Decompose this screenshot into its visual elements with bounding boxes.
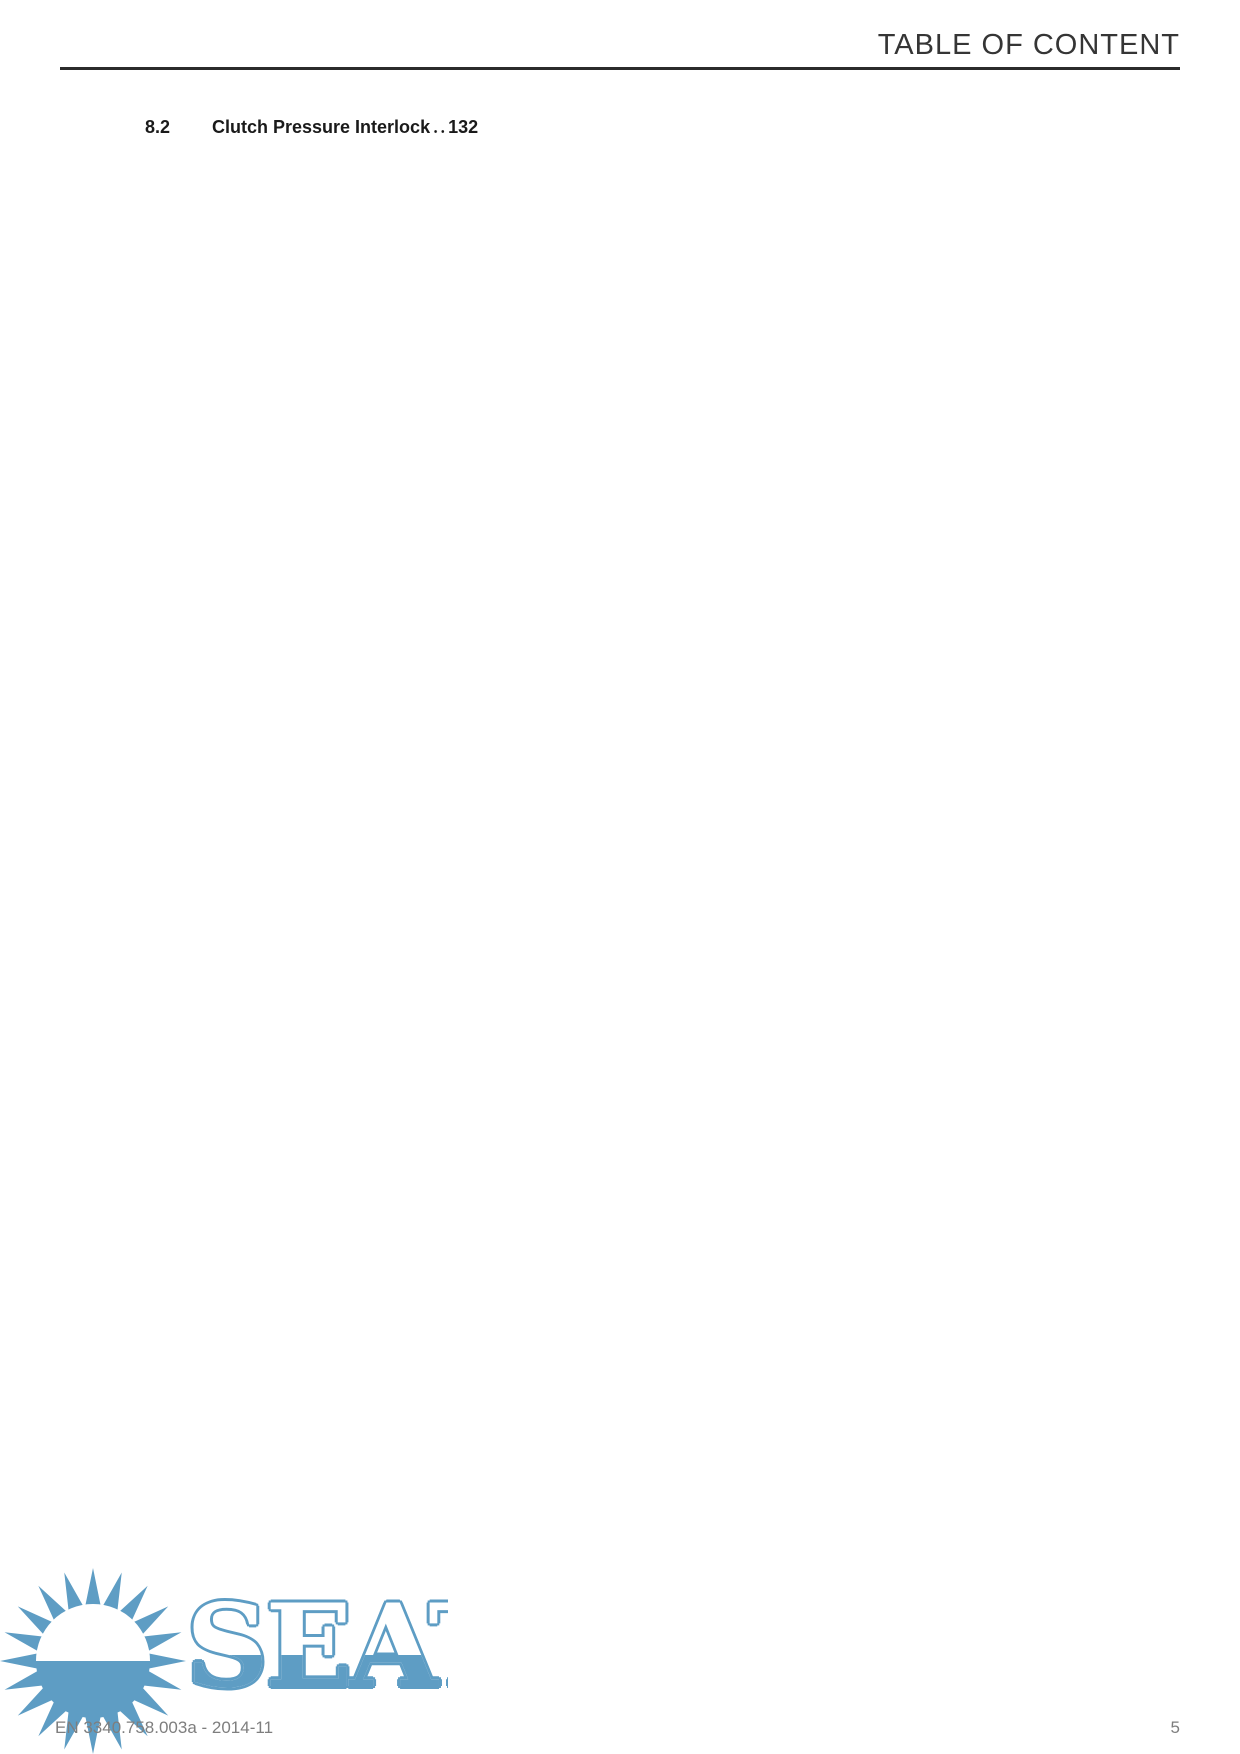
document-reference: EN 3340.758.003a - 2014-11 [55,1718,274,1737]
toc-row: 8.2 Clutch Pressure Interlock 132 [60,112,1240,1754]
page-footer: EN 3340.758.003a - 2014-11 5 [55,1718,1180,1738]
dot-leader [432,130,447,133]
toc-entry-title: Clutch Pressure Interlock [212,117,431,137]
header-rule [60,67,1180,70]
toc-entry-number: 8.2 [145,117,171,137]
toc-entry-page: 132 [448,112,1240,1754]
page-number: 5 [1170,1718,1180,1737]
page-header: TABLE OF CONTENT [60,28,1180,62]
page-title: TABLE OF CONTENT [877,29,1180,61]
